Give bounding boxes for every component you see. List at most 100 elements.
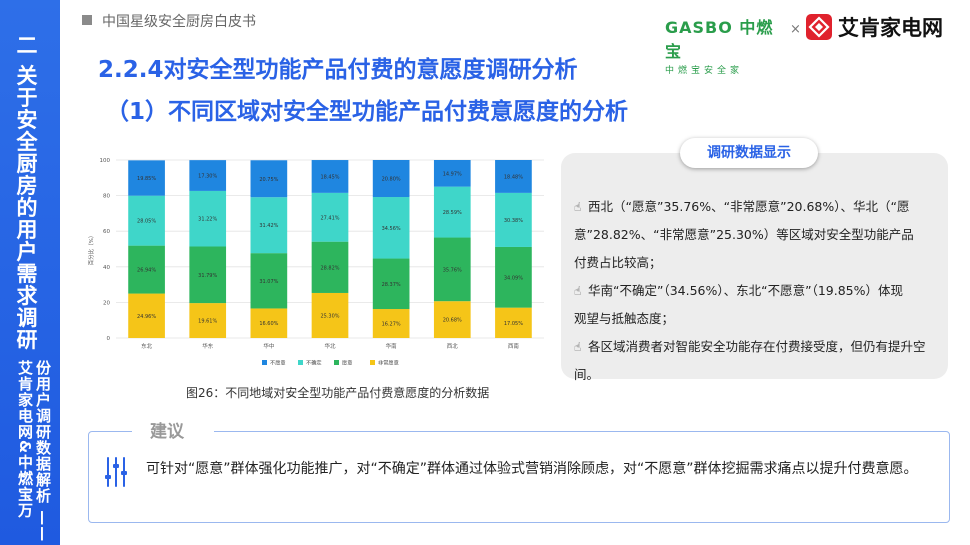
bar-segment xyxy=(311,292,349,338)
sliders-icon xyxy=(104,455,128,489)
sidebar-subtitle: 份用户调研数据解析 —— 艾肯家电网&中燃宝万 xyxy=(16,360,52,543)
bar-segment xyxy=(189,246,227,304)
data-label: 34.09% xyxy=(504,275,523,281)
research-point-1: ☝ 西北（“愿意”35.76%、“非常愿意”20.68%）、华北（“愿 意”28.… xyxy=(574,193,940,277)
research-point-3: ☝ 各区域消费者对智能安全功能存在付费接受度，但仍有提升空间。 xyxy=(574,333,940,389)
suggestion-label: 建议 xyxy=(150,422,184,442)
bar-segment xyxy=(433,301,471,338)
suggestion-text: 可针对“愿意”群体强化功能推广，对“不确定”群体通过体验式营销消除顾虑，对“不愿… xyxy=(146,461,918,477)
bar-segment xyxy=(433,186,471,238)
bar-segment xyxy=(250,160,288,198)
header-square-icon xyxy=(82,15,92,25)
subsection-title: （1）不同区域对安全型功能产品付费意愿度的分析 xyxy=(106,99,629,125)
research-panel-body: ☝ 西北（“愿意”35.76%、“非常愿意”20.68%）、华北（“愿 意”28.… xyxy=(574,193,940,389)
legend-label: 愿意 xyxy=(342,359,352,367)
bar-segment xyxy=(128,195,165,246)
data-label: 16.27% xyxy=(382,322,401,328)
data-label: 28.82% xyxy=(320,265,339,271)
data-label: 18.45% xyxy=(320,174,339,180)
legend-label: 非常愿意 xyxy=(378,359,399,367)
data-label: 30.38% xyxy=(504,218,523,224)
bar-segment xyxy=(372,258,410,310)
chart-svg: 0 20 40 60 80 100 百分比（%） 24.96% 26.94% 28.05% 19.8… xyxy=(87,158,544,367)
data-label: 31.79% xyxy=(198,273,217,279)
point-1-line-1: 西北（“愿意”35.76%、“非常愿意”20.68%）、华北（“愿 xyxy=(588,199,910,214)
data-label: 17.30% xyxy=(198,174,217,180)
bar-segment xyxy=(311,192,349,242)
research-point-2: ☝ 华南“不确定”（34.56%）、东北“不愿意”（19.85%）体现 观望与抵触… xyxy=(574,277,940,333)
data-label: 31.22% xyxy=(198,217,217,223)
bar-segment xyxy=(128,293,165,338)
data-label: 19.61% xyxy=(198,319,217,325)
y-tick-label: 0 xyxy=(107,336,111,342)
bar-segment xyxy=(250,253,288,309)
data-label: 28.37% xyxy=(382,282,401,288)
bar-segment xyxy=(189,160,227,191)
pointing-hand-icon: ☝ xyxy=(574,284,582,298)
bar-segment xyxy=(128,245,165,294)
bar-segment xyxy=(372,197,410,259)
left-sidebar: 二 关于安全厨房的用户需求调研 份用户调研数据解析 —— 艾肯家电网&中燃宝万 xyxy=(0,0,60,545)
bar-segment xyxy=(495,160,532,193)
bar-segment xyxy=(189,303,227,338)
data-label: 28.05% xyxy=(137,219,156,225)
suggestion-box xyxy=(88,431,950,523)
bar-segment xyxy=(495,307,532,338)
point-1-line-2: 意”28.82%、“非常愿意”25.30%）等区域对安全型功能产品 xyxy=(574,227,914,242)
aiken-logo-text: 艾肯家电网 xyxy=(838,16,943,40)
research-panel xyxy=(561,153,948,379)
stacked-bar-chart: 0 20 40 60 80 100 百分比（%） 24.96% 26.94% 28.05% 19.8… xyxy=(84,148,554,378)
bar-segment xyxy=(311,241,349,293)
data-label: 34.56% xyxy=(382,226,401,232)
legend-swatch xyxy=(298,360,303,365)
x-tick-label: 华东 xyxy=(202,342,214,350)
research-panel-label: 调研数据显示 xyxy=(680,138,818,168)
data-label: 19.85% xyxy=(137,176,156,182)
data-label: 24.96% xyxy=(137,314,156,320)
legend-swatch xyxy=(262,360,267,365)
data-label: 14.97% xyxy=(443,171,462,177)
data-label: 18.48% xyxy=(504,174,523,180)
aiken-badge-icon xyxy=(806,14,832,40)
data-label: 31.07% xyxy=(259,279,278,285)
pointing-hand-icon: ☝ xyxy=(574,340,582,354)
y-tick-label: 20 xyxy=(103,300,110,306)
chart-caption: 图26：不同地域对安全型功能产品付费意愿度的分析数据 xyxy=(186,386,490,400)
bar-segment xyxy=(189,190,227,247)
y-tick-label: 80 xyxy=(103,194,110,200)
point-2-line-2: 观望与抵触态度； xyxy=(574,311,675,326)
suggestion-label-background xyxy=(132,419,214,441)
legend-label: 不愿意 xyxy=(270,359,286,367)
bar-segment xyxy=(372,160,410,198)
data-label: 17.05% xyxy=(504,321,523,327)
bar-segment xyxy=(250,308,288,338)
gasbo-logo-main: GASBO 中燃宝 xyxy=(665,18,774,61)
legend-label: 不确定 xyxy=(306,359,322,367)
aiken-logo: 艾肯家电网 xyxy=(806,12,943,42)
bar-segment xyxy=(433,237,471,302)
y-tick-label: 60 xyxy=(103,229,110,235)
data-label: 28.59% xyxy=(443,210,462,216)
bar-segment xyxy=(250,197,288,254)
data-label: 31.42% xyxy=(259,223,278,229)
bar-segment xyxy=(495,192,532,247)
data-label: 26.94% xyxy=(137,268,156,274)
data-label: 35.76% xyxy=(443,267,462,273)
section-title: 2.2.4对安全型功能产品付费的意愿度调研分析 xyxy=(98,57,578,83)
bar-segment xyxy=(311,160,349,193)
point-2-line-1: 华南“不确定”（34.56%）、东北“不愿意”（19.85%）体现 xyxy=(588,283,903,298)
legend-swatch xyxy=(334,360,339,365)
data-label: 16.60% xyxy=(259,321,278,327)
y-tick-label: 100 xyxy=(100,158,111,164)
data-label: 20.80% xyxy=(382,177,401,183)
bar-segment xyxy=(372,309,410,338)
point-3-line-1: 各区域消费者对智能安全功能存在付费接受度，但仍有提升空间。 xyxy=(574,339,926,382)
gasbo-logo: GASBO 中燃宝 中燃宝安全家 xyxy=(665,14,787,76)
point-1-line-3: 付费占比较高； xyxy=(574,255,662,270)
bar-segment xyxy=(495,246,532,308)
data-label: 20.75% xyxy=(259,177,278,183)
document-title: 中国星级安全厨房白皮书 xyxy=(102,14,256,30)
legend-swatch xyxy=(370,360,375,365)
x-tick-label: 西北 xyxy=(447,342,459,350)
